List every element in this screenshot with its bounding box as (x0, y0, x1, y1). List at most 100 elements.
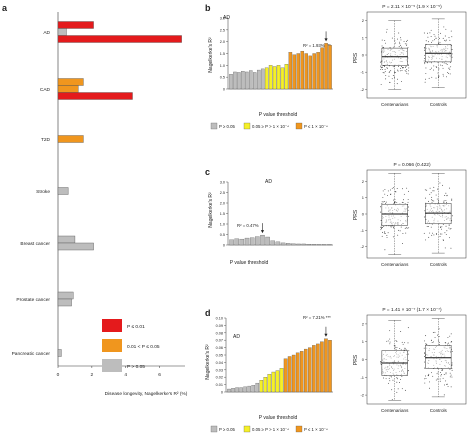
panel-d-box-title: P = 1.41 × 10⁻⁷ (1.7 × 10⁻⁷) (382, 307, 442, 313)
panel-d-box-box (425, 345, 452, 369)
panel-b-box-title: P = 2.11 × 10⁻⁵ (1.9 × 10⁻⁵) (382, 4, 442, 10)
panel-d-box-point (449, 368, 451, 370)
panel-c-box-point (432, 200, 433, 202)
panel-a-bar (57, 21, 94, 29)
panel-d-box-point (445, 380, 447, 382)
panel-b-box-point (380, 61, 382, 63)
panel-b-box-point (451, 36, 453, 38)
panel-c-bar (327, 244, 332, 246)
panel-d-box-point (380, 361, 382, 363)
panel-b-box-point (438, 68, 440, 70)
panel-b-box-point (440, 32, 442, 34)
panel-b-box-point (400, 67, 402, 69)
panel-d-box-point (404, 342, 406, 344)
panel-b-bar (245, 71, 249, 90)
panel-d-bar (299, 351, 304, 393)
panel-d-box-point (432, 332, 434, 333)
panel-c-box-point (393, 187, 394, 189)
panel-c-box-point (398, 229, 399, 231)
panel-c-ytick-label: 2.0 (220, 202, 225, 206)
panel-b-box-point (427, 41, 429, 43)
panel-c-box-point (386, 236, 388, 238)
panel-c-box-point (389, 194, 391, 195)
panel-b-box-point (446, 76, 447, 78)
panel-b-ytick-label: 1.0 (220, 64, 225, 68)
panel-c-box-point (425, 239, 427, 241)
panel-d-box-point (440, 372, 441, 373)
panel-b-box-point (450, 61, 451, 63)
panel-a-bar (57, 135, 84, 143)
panel-b-box-point (388, 72, 390, 74)
panel-d-box-point (387, 382, 389, 384)
panel-c-box-point (381, 235, 383, 237)
panel-c-box-point (435, 194, 437, 196)
panel-b-box-point (406, 43, 408, 45)
panel-d-bar (243, 386, 247, 393)
panel-b-ytick-label: 2.5 (220, 28, 225, 32)
panel-c-box-ytick-label: -1 (360, 228, 364, 233)
panel-c-box-point (394, 202, 396, 204)
panel-a-xtick-label: 6 (158, 372, 161, 378)
panel-d-chart: AD Nagelkerke's R² P value threshold R² … (205, 315, 331, 421)
panel-c-box-point (427, 225, 429, 227)
panel-d-box-point (424, 367, 425, 369)
panel-b-box-point (443, 26, 445, 28)
panel-b-box-point (395, 72, 397, 73)
panel-c-box-ytick-label: 2 (362, 179, 365, 184)
panel-b-bar (280, 67, 285, 90)
panel-a-bar (57, 28, 67, 36)
panel-b-box-point (445, 63, 447, 64)
panel-c-box-point (407, 199, 409, 200)
panel-d-box-point (436, 373, 438, 375)
panel-b-box-point (406, 68, 408, 70)
panel-b-box-group-label: Centenarians (381, 102, 409, 107)
panel-b-ytick-label: 2.0 (220, 40, 225, 44)
panel-b-box-point (382, 72, 384, 73)
panel-c-box-point (405, 232, 407, 234)
panel-a-bar (57, 235, 76, 244)
panel-c-ylabel: Nagelkerke's R² (208, 192, 214, 228)
panel-b-bar (249, 70, 253, 90)
panel-d-ytick-label: 0.02 (216, 376, 223, 380)
panel-b-box-point (435, 37, 437, 39)
panel-c-bar (322, 244, 327, 246)
panel-b-box-point (389, 71, 391, 73)
panel-d-box-point (389, 375, 391, 377)
panel-d-box-point (437, 340, 439, 342)
panel-c-box-point (426, 226, 428, 227)
panel-d-legend-yellow: 0.05 ≥ P > 1 × 10⁻⁴ (252, 427, 289, 432)
panel-c-box-point (385, 202, 386, 204)
panel-a-bar (57, 291, 74, 300)
panel-b-box-point (381, 45, 383, 47)
panel-c-ytick-label: 2.5 (220, 191, 225, 195)
panel-b-box-point (435, 77, 437, 79)
panel-d-box-point (393, 345, 395, 347)
panel-c-box-point (428, 200, 429, 202)
panel-d-box-point (407, 327, 409, 329)
panel-b-box-point (398, 32, 400, 34)
panel-a-bar (57, 298, 72, 307)
panel-d-bar (263, 377, 268, 393)
panel-c-box-point (380, 211, 382, 213)
panel-c-box-point (431, 196, 433, 198)
panel-c-box-point (443, 240, 444, 241)
panel-c-box-point (390, 225, 392, 227)
panel-d-ytick-label: 0.08 (216, 331, 223, 335)
panel-b-bar (328, 45, 332, 90)
panel-b-box-point (430, 29, 432, 31)
panel-b-box-point (408, 70, 410, 72)
panel-b-box-point (441, 65, 443, 67)
panel-b-box-point (391, 37, 393, 39)
panel-c-box-point (451, 215, 453, 217)
panel-c-box-point (451, 199, 453, 201)
panel-d-box-point (396, 391, 398, 393)
panel-d-box-point (447, 337, 449, 339)
panel-c-box-point (395, 201, 396, 203)
panel-c-ytick-label: 1.5 (220, 212, 225, 216)
panel-a-bar (57, 242, 94, 251)
panel-c-box-point (397, 234, 399, 236)
panel-c-box-point (380, 220, 382, 222)
panel-b-box-point (423, 32, 425, 34)
panel-b-legend-swatch-orange (295, 122, 303, 130)
panel-c-box-point (446, 194, 448, 196)
